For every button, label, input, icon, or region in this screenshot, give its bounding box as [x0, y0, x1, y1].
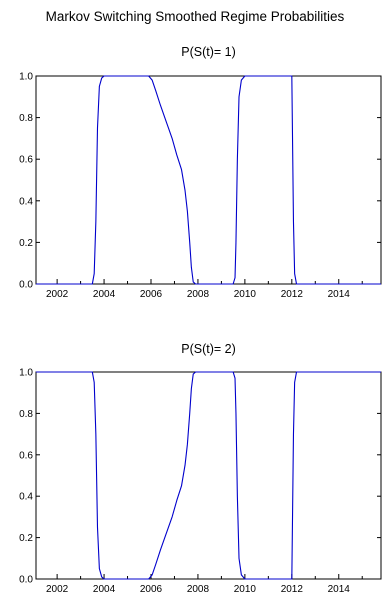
y-tick-label: 0.8: [19, 113, 33, 124]
probability-series-line: [36, 371, 381, 580]
y-tick-label: 0.8: [19, 409, 33, 420]
plot-frame: [35, 75, 382, 285]
y-tick-label: 0.6: [19, 450, 33, 461]
x-tick-label: 2014: [328, 289, 351, 300]
y-tick-label: 0.0: [19, 280, 33, 291]
x-tick-label: 2006: [140, 289, 163, 300]
x-tick-label: 2008: [187, 289, 210, 300]
x-tick-label: 2010: [234, 289, 257, 300]
page-title: Markov Switching Smoothed Regime Probabi…: [45, 9, 345, 24]
chart-1-svg: P(S(t)= 1) 0.0 0.2 0.4 0.6 0.8 1.0 2002 2004 2006…: [19, 45, 382, 300]
chart-title: P(S(t)= 1): [181, 45, 236, 59]
x-tick-label: 2006: [140, 584, 163, 595]
chart-panel-2: P(S(t)= 2) 0.0 0.2 0.4 0.6 0.8 1.0 2002 2004 2006…: [0, 300, 390, 609]
chart-title: P(S(t)= 2): [181, 342, 236, 356]
x-tick-label: 2004: [93, 584, 116, 595]
y-tick-label: 1.0: [19, 368, 33, 379]
y-tick-label: 0.4: [19, 492, 33, 503]
x-tick-label: 2012: [281, 584, 304, 595]
x-tick-label: 2004: [93, 289, 116, 300]
x-tick-label: 2008: [187, 584, 210, 595]
y-tick-label: 0.6: [19, 155, 33, 166]
probability-series-line: [36, 75, 381, 285]
x-tick-label: 2010: [234, 584, 257, 595]
x-tick-label: 2012: [281, 289, 304, 300]
chart-2-svg: P(S(t)= 2) 0.0 0.2 0.4 0.6 0.8 1.0 2002 2004 2006…: [19, 342, 382, 595]
y-tick-label: 0.2: [19, 533, 33, 544]
y-tick-label: 0.0: [19, 575, 33, 586]
x-tick-label: 2002: [46, 289, 69, 300]
plot-frame: [35, 371, 382, 580]
y-tick-label: 0.2: [19, 238, 33, 249]
y-tick-label: 1.0: [19, 72, 33, 83]
x-tick-label: 2002: [46, 584, 69, 595]
y-tick-label: 0.4: [19, 196, 33, 207]
chart-panel-1: P(S(t)= 1) 0.0 0.2 0.4 0.6 0.8 1.0 2002 2004 2006…: [19, 45, 382, 300]
x-tick-label: 2014: [328, 584, 351, 595]
